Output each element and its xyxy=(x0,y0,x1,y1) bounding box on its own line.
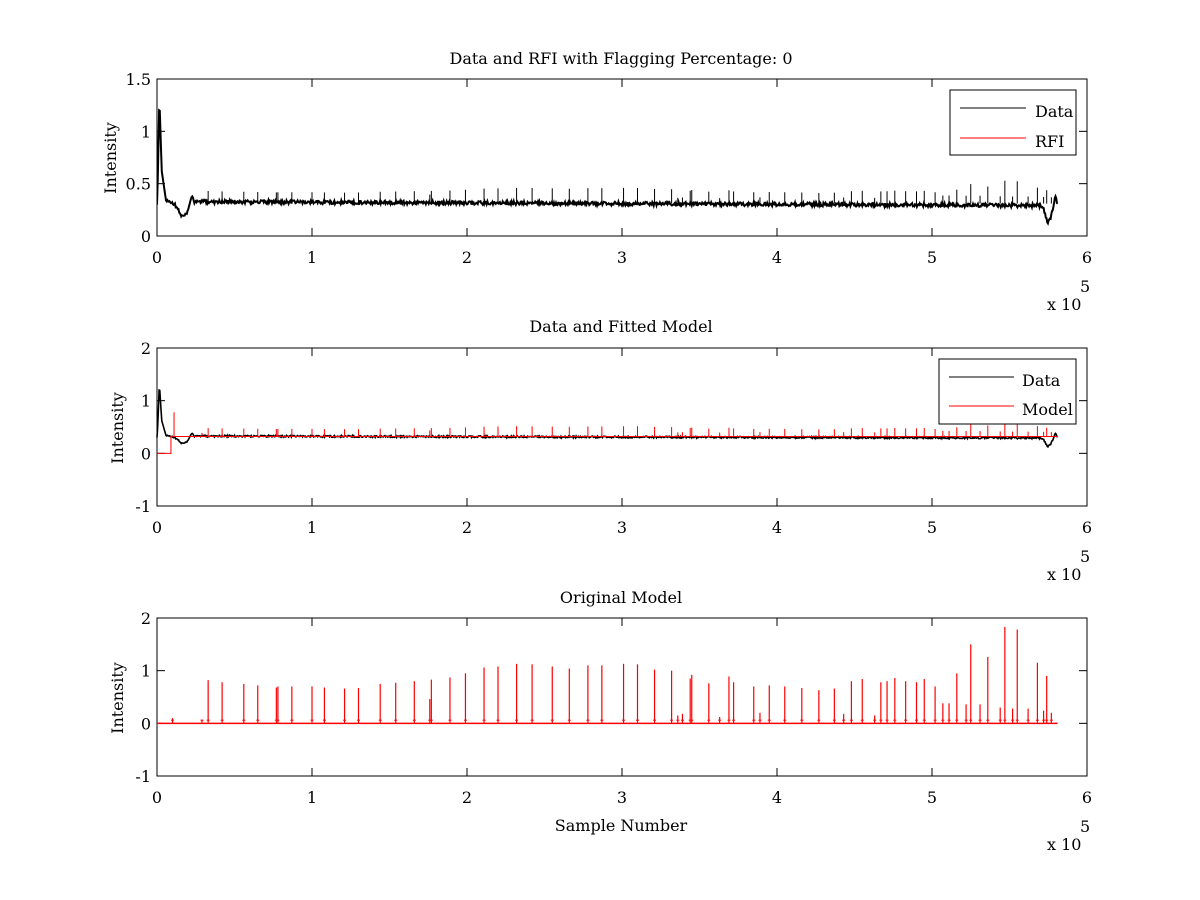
subplot-1-legend-label-data: Data xyxy=(1035,102,1074,121)
x-tick-label: 4 xyxy=(772,248,782,267)
subplot-1-legend: Data RFI xyxy=(949,89,1077,156)
subplot-2-title: Data and Fitted Model xyxy=(529,317,712,336)
x-tick-label: 3 xyxy=(617,788,627,807)
y-tick-label: 2 xyxy=(141,609,151,628)
subplot-2-legend-box xyxy=(938,358,1077,425)
subplot-1-legend-label-rfi: RFI xyxy=(1035,132,1064,151)
x-tick-label: 6 xyxy=(1082,248,1092,267)
subplot-2-legend-label-model: Model xyxy=(1022,400,1073,419)
x-tick-label: 4 xyxy=(772,518,782,537)
y-tick-label: 0 xyxy=(141,444,151,463)
plot-frame xyxy=(156,617,1088,777)
plot-frame xyxy=(156,347,1088,507)
series-model-line xyxy=(157,435,1058,454)
subplot-2-y-axis-label: Intensity xyxy=(108,392,127,464)
subplot-1-y-axis-label: Intensity xyxy=(101,122,120,194)
x-tick-label: 6 xyxy=(1082,788,1092,807)
y-tick-label: 0.5 xyxy=(126,175,151,194)
subplot-2-legend: Data Model xyxy=(938,358,1077,425)
y-tick-label: 0 xyxy=(141,714,151,733)
x-tick-label: 2 xyxy=(462,518,472,537)
x-tick-label: 0 xyxy=(152,248,162,267)
x-tick-label: 4 xyxy=(772,788,782,807)
subplot-2-x-exponent-base: x 10 xyxy=(1047,565,1081,584)
subplot-1-x-exponent-base: x 10 xyxy=(1047,295,1081,314)
y-tick-label: 1 xyxy=(141,122,151,141)
x-tick-label: 0 xyxy=(152,518,162,537)
y-tick-label: 2 xyxy=(141,339,151,358)
x-tick-label: 3 xyxy=(617,248,627,267)
subplot-1-legend-box xyxy=(949,89,1077,156)
x-tick-label: 5 xyxy=(927,248,937,267)
subplot-1-title: Data and RFI with Flagging Percentage: 0 xyxy=(449,49,792,68)
subplot-2-legend-label-data: Data xyxy=(1022,371,1061,390)
y-tick-label: 1 xyxy=(141,662,151,681)
x-tick-label: 1 xyxy=(307,248,317,267)
x-tick-label: 2 xyxy=(462,788,472,807)
subplot-3-title: Original Model xyxy=(560,588,682,607)
y-tick-label: 0 xyxy=(141,227,151,246)
subplot-2-x-exponent-power: 5 xyxy=(1080,547,1090,566)
x-tick-label: 2 xyxy=(462,248,472,267)
y-tick-label: 1.5 xyxy=(126,70,151,89)
subplot-3-x-exponent-power: 5 xyxy=(1080,817,1090,836)
y-tick-label: -1 xyxy=(135,767,151,786)
y-tick-label: -1 xyxy=(135,497,151,516)
series-data-line xyxy=(157,108,1059,226)
plot-frame xyxy=(156,78,1088,237)
subplot-3-y-axis-label: Intensity xyxy=(108,662,127,734)
x-tick-label: 5 xyxy=(927,518,937,537)
x-tick-label: 6 xyxy=(1082,518,1092,537)
subplot-1: Data and RFI with Flagging Percentage: 0… xyxy=(101,49,1092,314)
subplot-1-plot-area: 0 1 2 3 4 5 6 0 0.5 1 1.5 xyxy=(126,70,1093,267)
x-tick-label: 1 xyxy=(307,518,317,537)
x-tick-label: 0 xyxy=(152,788,162,807)
x-tick-label: 3 xyxy=(617,518,627,537)
x-tick-label: 5 xyxy=(927,788,937,807)
y-tick-label: 1 xyxy=(141,392,151,411)
subplot-3-x-exponent-base: x 10 xyxy=(1047,835,1081,854)
x-tick-label: 1 xyxy=(307,788,317,807)
subplot-1-x-exponent-power: 5 xyxy=(1080,277,1090,296)
subplot-3-x-axis-label: Sample Number xyxy=(555,816,688,835)
